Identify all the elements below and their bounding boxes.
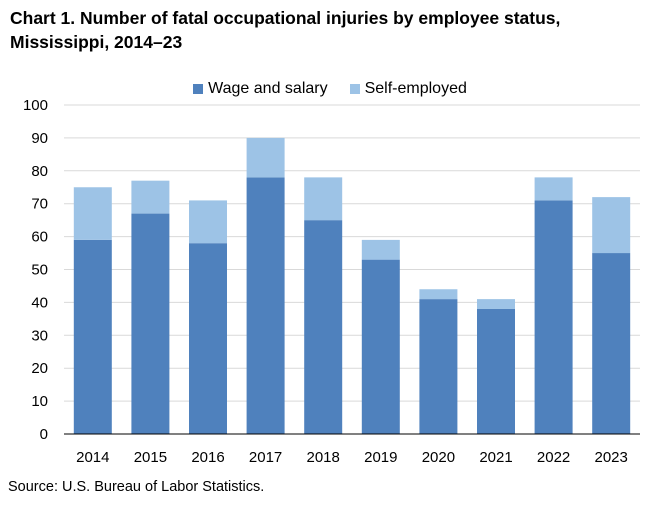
bar-self-employed-2022 — [534, 177, 573, 201]
y-tick-label-100: 100 — [23, 97, 48, 114]
bar-wage-and-salary-2022 — [534, 200, 573, 434]
y-tick-label-10: 10 — [31, 393, 48, 410]
bar-self-employed-2016 — [189, 200, 227, 244]
x-tick-label-2015: 2015 — [134, 449, 167, 466]
bar-self-employed-2018 — [304, 177, 343, 221]
y-tick-label-90: 90 — [31, 130, 48, 147]
legend-swatch-wage-and-salary — [193, 84, 204, 94]
legend-item-self-employed: Self-employed — [349, 80, 467, 98]
bar-wage-and-salary-2018 — [304, 220, 343, 434]
legend-label-wage-and-salary: Wage and salary — [208, 80, 328, 97]
x-tick-label-2023: 2023 — [595, 449, 628, 466]
y-tick-label-0: 0 — [40, 426, 48, 443]
bar-self-employed-2020 — [419, 289, 458, 300]
x-tick-label-2016: 2016 — [191, 449, 224, 466]
x-tick-label-2020: 2020 — [422, 449, 455, 466]
bar-wage-and-salary-2023 — [592, 253, 631, 434]
chart-title-line-1: Chart 1. Number of fatal occupational in… — [10, 8, 561, 28]
chart-title-line-2: Mississippi, 2014–23 — [10, 32, 183, 52]
bar-wage-and-salary-2019 — [361, 259, 400, 434]
y-tick-label-20: 20 — [31, 360, 48, 377]
bar-self-employed-2023 — [592, 197, 631, 254]
bar-self-employed-2014 — [73, 187, 112, 240]
y-tick-label-70: 70 — [31, 196, 48, 213]
y-tick-label-30: 30 — [31, 327, 48, 344]
x-tick-label-2014: 2014 — [76, 449, 109, 466]
x-tick-label-2018: 2018 — [307, 449, 340, 466]
bar-wage-and-salary-2014 — [73, 239, 112, 434]
bar-wage-and-salary-2021 — [477, 308, 515, 434]
y-tick-label-50: 50 — [31, 262, 48, 279]
bar-wage-and-salary-2015 — [131, 213, 170, 434]
bar-wage-and-salary-2017 — [246, 177, 285, 434]
bar-wage-and-salary-2020 — [419, 299, 458, 434]
chart-title: Chart 1. Number of fatal occupational in… — [10, 6, 650, 54]
x-tick-label-2022: 2022 — [537, 449, 570, 466]
legend-swatch-self-employed — [349, 84, 360, 94]
bar-self-employed-2017 — [246, 137, 285, 178]
legend-item-wage-and-salary: Wage and salary — [193, 80, 328, 98]
bar-self-employed-2021 — [477, 299, 515, 309]
bar-wage-and-salary-2016 — [189, 243, 227, 434]
legend: Wage and salary Self-employed — [0, 79, 660, 99]
y-tick-label-80: 80 — [31, 163, 48, 180]
y-tick-label-60: 60 — [31, 229, 48, 246]
bar-self-employed-2019 — [361, 239, 400, 260]
x-tick-label-2021: 2021 — [479, 449, 512, 466]
x-tick-label-2019: 2019 — [364, 449, 397, 466]
x-tick-label-2017: 2017 — [249, 449, 282, 466]
source-note: Source: U.S. Bureau of Labor Statistics. — [8, 479, 265, 495]
y-tick-label-40: 40 — [31, 294, 48, 311]
legend-label-self-employed: Self-employed — [364, 80, 467, 97]
bar-self-employed-2015 — [131, 180, 170, 214]
